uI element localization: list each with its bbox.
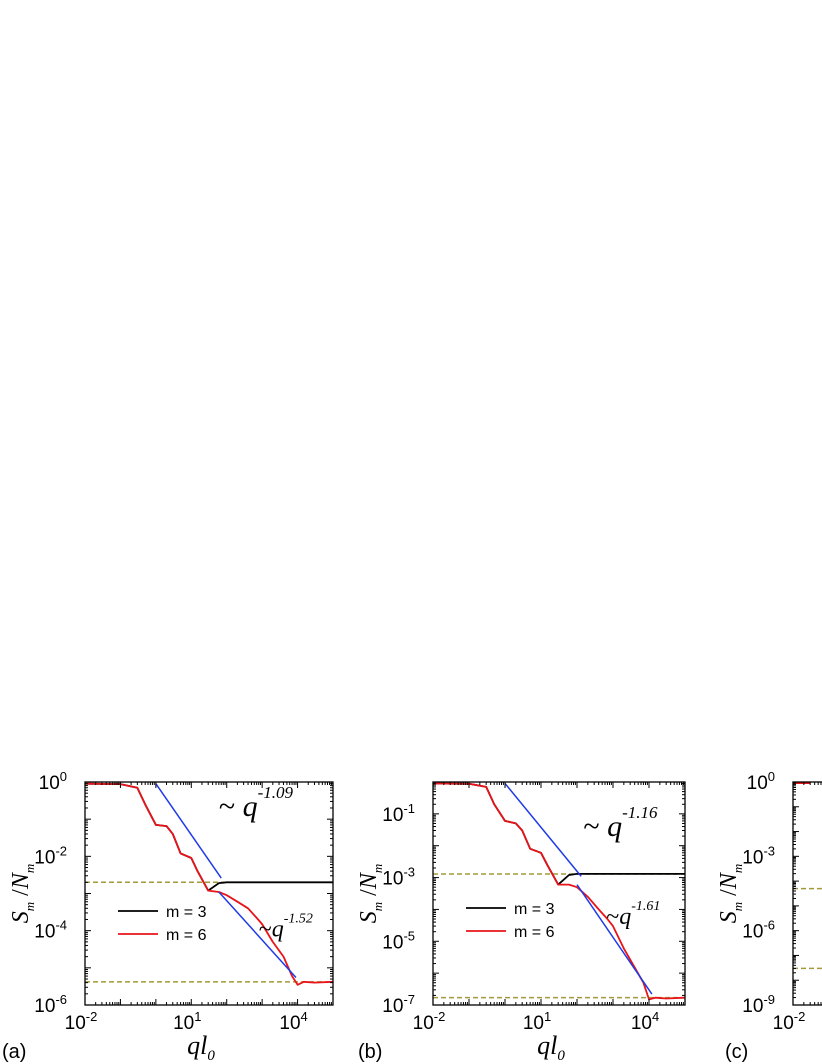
y-tick-label: 10-4 (34, 918, 67, 943)
fit-line-2 (218, 891, 297, 978)
legend-label: m = 3 (514, 901, 555, 918)
y-tick-label: 10-6 (34, 992, 67, 1017)
series-line-m-6 (433, 782, 685, 1001)
series-line-m-3 (85, 782, 333, 892)
power-law-annotation-2: ~q-1.61 (606, 899, 660, 930)
x-tick-label: 10-2 (65, 1009, 98, 1034)
ticks (432, 781, 686, 1006)
y-tick-label: 10-1 (382, 801, 415, 826)
power-law-annotation-1: ~ q-1.16 (583, 803, 658, 843)
plot-area (433, 782, 685, 1001)
legend: m = 3 m = 6 (118, 904, 207, 944)
ticks (84, 781, 334, 1006)
x-axis-label: ql0 (187, 1031, 215, 1064)
power-law-annotation-1: ~ q-1.09 (219, 783, 294, 823)
fit-line-1 (155, 783, 222, 879)
legend-label: m = 6 (514, 924, 555, 941)
x-tick-label: 104 (631, 1009, 659, 1034)
y-tick-label: 100 (39, 769, 67, 794)
fit-line-2 (576, 884, 653, 995)
plot-area (793, 782, 822, 970)
y-axis-label: Sm /Nm (716, 864, 745, 923)
plot-frame (432, 781, 686, 1006)
x-tick-label: 10-2 (413, 1009, 446, 1034)
series-line-m-3 (433, 782, 685, 886)
x-tick-label: 101 (173, 1009, 201, 1034)
chart-panel-1: 10-2 101 104 100 10-2 10-4 10-6 (a) ql0 Sm /Nm ~ q… (2, 769, 334, 1064)
legend: m = 3 m = 6 (466, 901, 555, 941)
y-tick-label: 10-7 (382, 992, 415, 1017)
y-axis-label: Sm /Nm (8, 864, 37, 923)
legend-label: m = 3 (166, 904, 207, 921)
power-law-annotation-2: ~q-1.52 (259, 911, 313, 942)
y-tick-label: 10-2 (34, 843, 67, 868)
legend-label: m = 6 (166, 927, 207, 944)
x-axis-label: ql0 (537, 1031, 565, 1064)
plot-frame (792, 781, 822, 1006)
y-tick-label: 10-5 (382, 928, 415, 953)
y-axis-label: Sm /Nm (356, 864, 385, 923)
y-tick-label: 10-9 (742, 992, 775, 1017)
fit-line-1 (504, 782, 582, 877)
ticks (792, 781, 822, 1006)
y-tick-label: 100 (747, 769, 775, 794)
y-tick-label: 10-6 (742, 918, 775, 943)
x-tick-label: 104 (279, 1009, 307, 1034)
x-tick-label: 10-2 (773, 1009, 806, 1034)
chart-panel-2: 10-2 101 104 10-1 10-3 10-5 10-7 (b) ql0 Sm /Nm ~ … (356, 781, 686, 1064)
panel-label: (a) (2, 1041, 26, 1063)
series-line-m-6 (85, 782, 333, 986)
plot-area (85, 782, 333, 986)
chart-panel-3: 10-2 100 10-3 10-6 10-9 (c) Sm /Nm (716, 769, 822, 1063)
panel-label: (c) (725, 1041, 748, 1063)
x-tick-label: 101 (523, 1009, 551, 1034)
y-tick-label: 10-3 (742, 843, 775, 868)
y-tick-label: 10-3 (382, 865, 415, 890)
panel-label: (b) (358, 1041, 382, 1063)
plot-frame (84, 781, 334, 1006)
